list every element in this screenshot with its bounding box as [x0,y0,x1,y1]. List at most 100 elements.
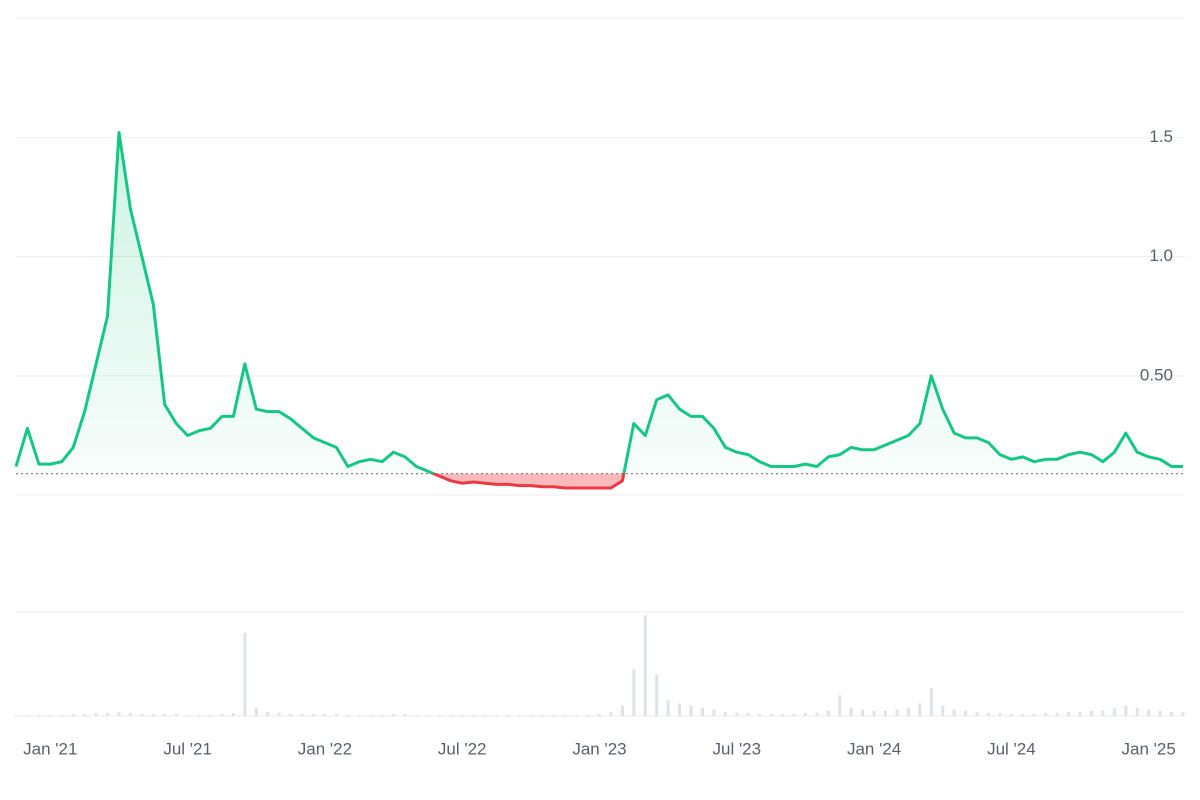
volume-bar [712,709,716,716]
volume-bar [1101,710,1105,716]
volume-bar [163,713,167,716]
volume-bar [1147,709,1151,716]
volume-bar [300,713,304,716]
x-tick-label: Jan '21 [23,739,77,758]
volume-bar [723,711,727,716]
volume-bar [25,714,29,716]
x-tick-label: Jan '25 [1122,739,1176,758]
y-tick-label: 1.5 [1149,127,1173,146]
volume-bar [1170,711,1174,716]
volume-bar [838,695,842,716]
volume-bar [586,714,590,716]
volume-bar [1021,713,1025,716]
volume-bar [37,714,41,716]
volume-bar [495,714,499,716]
volume-bar [392,713,396,716]
volume-bar [346,714,350,716]
volume-bar [987,712,990,716]
volume-bar [700,707,704,716]
volume-bar [1067,711,1071,716]
volume-bar [71,713,75,716]
volume-bar [1009,713,1013,716]
volume-bar [678,703,682,716]
volume-bar [758,713,762,716]
volume-bar [815,712,819,716]
volume-bar [529,714,533,716]
x-tick-label: Jan '23 [572,739,626,758]
x-tick-label: Jan '22 [298,739,352,758]
volume-bar [781,713,785,716]
volume-bar [552,714,556,716]
volume-bar [655,674,659,716]
volume-bar [872,710,876,716]
volume-bar [48,714,52,716]
volume-bar [620,705,624,716]
volume-bar [964,710,968,716]
volume-bar [334,713,338,716]
volume-bar [197,714,201,716]
volume-bar [1135,707,1139,716]
x-tick-label: Jan '24 [847,739,901,758]
volume-bar [151,713,155,716]
volume-bar [460,714,464,716]
volume-bar [689,705,693,716]
volume-bar [1112,707,1116,716]
volume-bar [769,713,773,716]
volume-bar [861,709,865,716]
volume-bar [1089,710,1093,716]
volume-bar [575,714,579,716]
volume-bar [598,713,601,716]
volume-bar [106,712,110,716]
x-tick-label: Jul '22 [438,739,487,758]
volume-bar [437,714,441,716]
volume-bar [94,712,98,716]
x-tick-label: Jul '21 [163,739,212,758]
volume-bar [1124,705,1128,716]
volume-bar [1181,711,1185,716]
volume-bar [14,714,18,716]
volume-bar [826,710,830,716]
volume-bar [266,711,270,716]
volume-bar [117,711,121,716]
volume-bar [289,713,293,716]
volume-bar [311,713,315,716]
x-tick-label: Jul '23 [712,739,761,758]
volume-bar [414,714,418,716]
y-tick-label: 0.50 [1140,365,1173,384]
x-tick-label: Jul '24 [987,739,1036,758]
volume-bar [563,714,567,716]
volume-bar [929,687,933,716]
volume-bar [506,714,510,716]
volume-bar [231,712,235,716]
volume-bar [128,712,132,716]
volume-bar [243,632,247,716]
volume-bar [449,714,453,716]
volume-bar [1158,710,1162,716]
volume-bar [403,713,407,716]
volume-bar [174,713,178,716]
volume-bar [952,709,956,716]
volume-bar [540,714,544,716]
volume-bar [735,712,739,716]
volume-bar [369,714,373,716]
volume-bar [906,707,910,716]
volume-bar [83,713,87,716]
area [16,132,1183,488]
volume-bar [746,712,750,716]
volume-bar [380,714,384,716]
volume-bar [209,714,212,716]
volume-bar [1032,713,1036,716]
volume-bar [220,713,224,716]
volume-bar [975,711,979,716]
volume-bar [277,712,281,716]
volume-bar [792,713,796,716]
volume-bar [254,707,258,716]
volume-bar [1044,712,1048,716]
volume-bar [632,669,636,716]
volume-bar [483,714,487,716]
volume-bar [998,712,1002,716]
y-tick-label: 1.0 [1149,246,1173,265]
volume-bar [323,713,327,716]
volume-bar [426,714,430,716]
